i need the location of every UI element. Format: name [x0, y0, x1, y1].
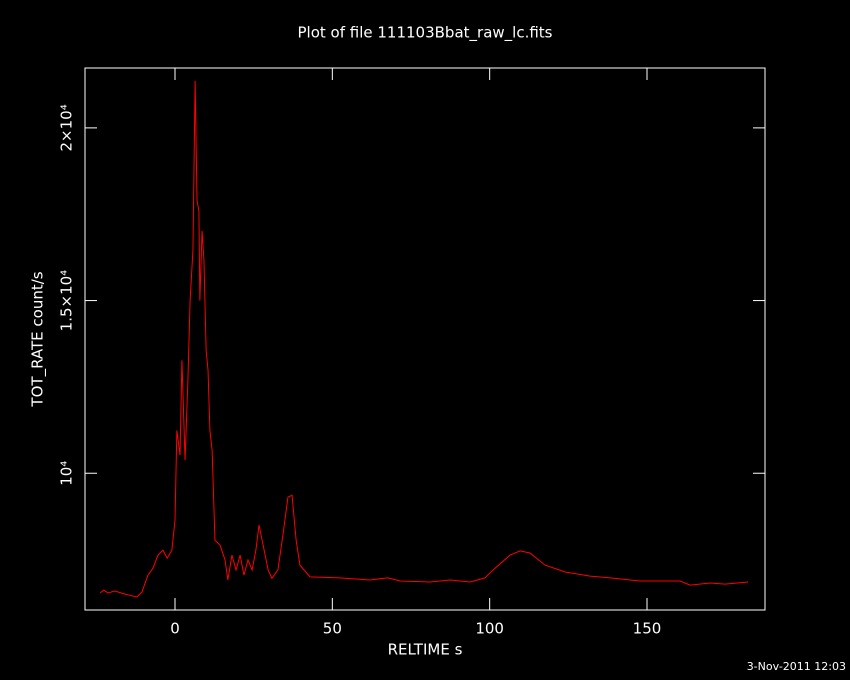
- y-axis-label: TOT_RATE count/s: [29, 271, 48, 407]
- plot-frame: [84, 67, 766, 611]
- x-axis-label: RELTIME s: [388, 641, 463, 659]
- x-tick-label: 50: [323, 620, 342, 638]
- y-tick-label: 10⁴: [58, 461, 76, 486]
- x-tick-label: 150: [633, 620, 662, 638]
- x-tick-label: 0: [170, 620, 180, 638]
- footer-timestamp: 3-Nov-2011 12:03: [747, 660, 846, 673]
- chart-title: Plot of file 111103Bbat_raw_lc.fits: [298, 24, 553, 43]
- y-tick-label: 1.5×10⁴: [58, 270, 76, 332]
- y-tick-label: 2×10⁴: [58, 104, 76, 151]
- x-tick-label: 100: [475, 620, 504, 638]
- light-curve: [99, 80, 749, 598]
